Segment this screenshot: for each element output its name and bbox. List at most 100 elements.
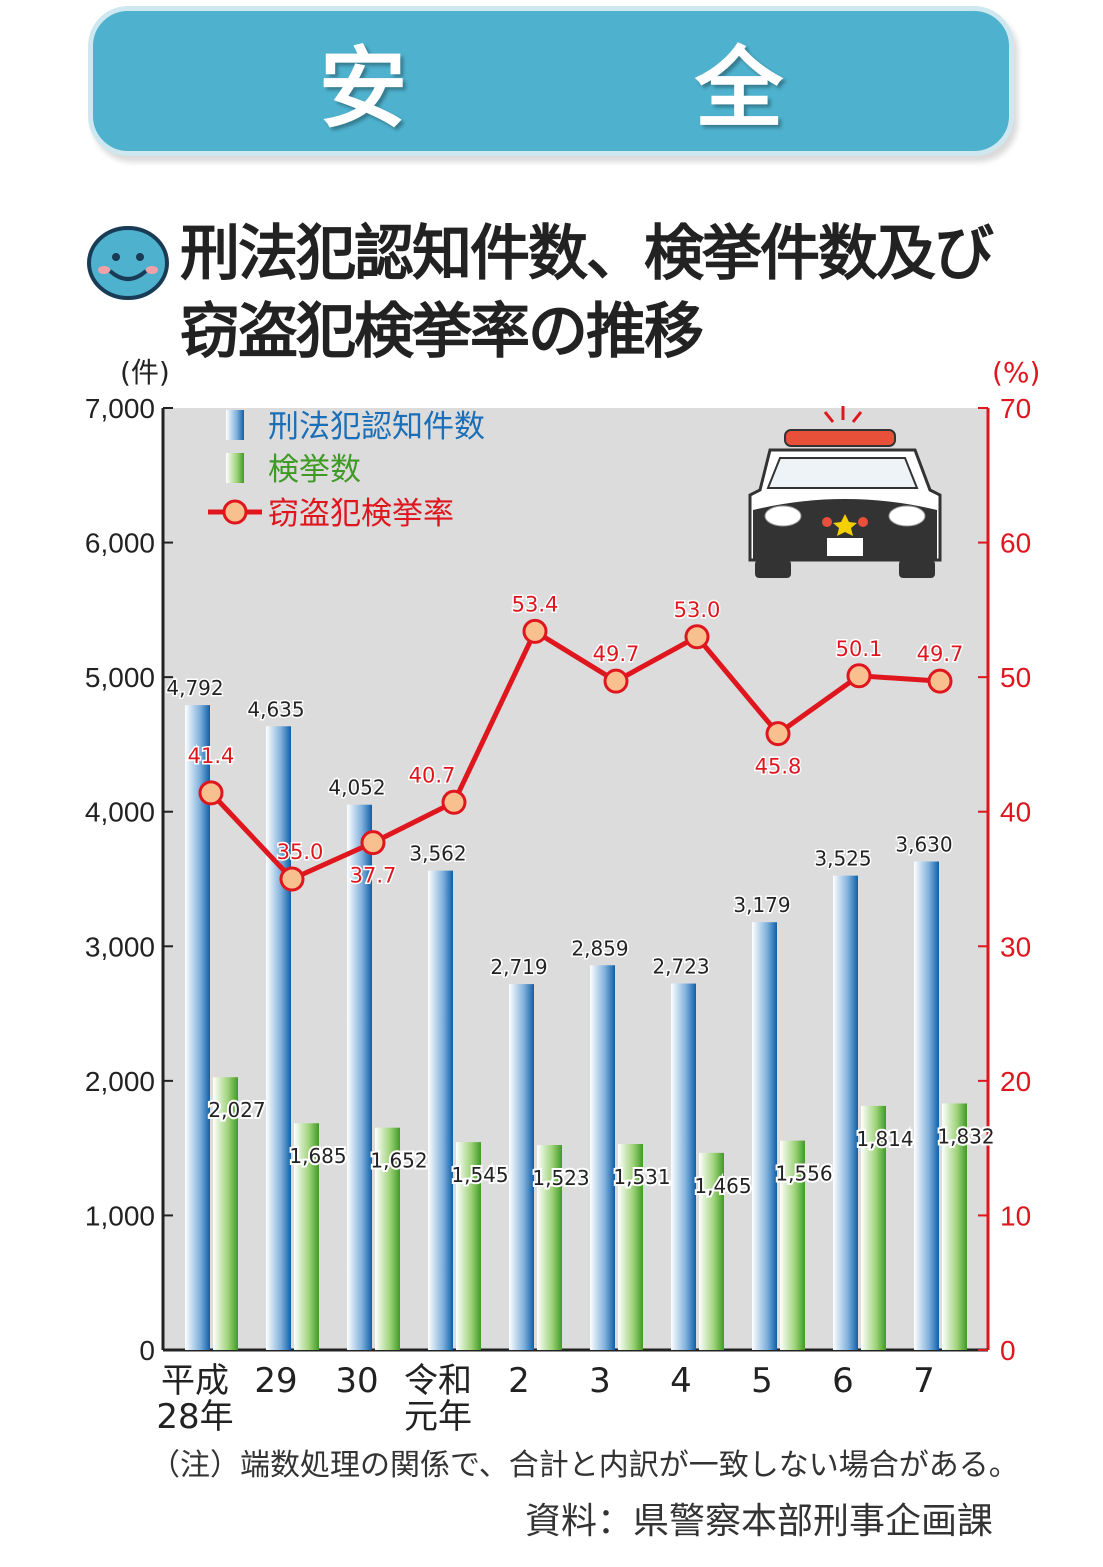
bar-cleared xyxy=(213,1077,238,1350)
right-tick-label: 70 xyxy=(1000,393,1031,424)
bar-label-recognized: 4,792 xyxy=(166,676,223,700)
bar-recognized xyxy=(185,705,210,1350)
bar-label-cleared: 1,465 xyxy=(694,1174,751,1198)
right-tick-label: 60 xyxy=(1000,528,1031,559)
bar-label-cleared: 1,652 xyxy=(370,1149,427,1173)
bar-cleared xyxy=(294,1123,319,1350)
line-label: 41.4 xyxy=(188,744,235,768)
bar-label-cleared: 2,027 xyxy=(208,1098,265,1122)
bar-label-recognized: 3,630 xyxy=(895,833,952,857)
chart-title: 刑法犯認知件数、検挙件数及び窃盗犯検挙率の推移 xyxy=(180,219,994,367)
left-axis-unit: (件) xyxy=(120,356,170,389)
line-point xyxy=(441,789,467,815)
bar-label-cleared: 1,814 xyxy=(856,1127,913,1151)
line-label: 49.7 xyxy=(593,642,640,666)
police-car-illustration xyxy=(748,406,942,578)
bar-label-recognized: 2,719 xyxy=(490,955,547,979)
line-point xyxy=(927,668,953,694)
bar-label-recognized: 3,525 xyxy=(814,847,871,871)
legend-label-cleared: 検挙数 xyxy=(268,452,361,488)
bar-recognized xyxy=(671,983,696,1350)
bar-cleared xyxy=(537,1145,562,1350)
bar-cleared xyxy=(456,1142,481,1350)
line-point xyxy=(522,618,548,644)
right-tick-label: 50 xyxy=(1000,662,1031,693)
left-tick-label: 3,000 xyxy=(85,931,155,962)
right-axis-unit: (%) xyxy=(992,356,1040,389)
legend-swatch-cleared xyxy=(226,453,244,483)
right-tick-label: 40 xyxy=(1000,797,1031,828)
x-tick-label: 令和 xyxy=(404,1361,472,1401)
left-tick-label: 4,000 xyxy=(85,797,155,828)
section-title: 安 全 xyxy=(318,36,883,140)
source-note: 資料：県警察本部刑事企画課 xyxy=(525,1501,994,1542)
bar-recognized xyxy=(752,922,777,1350)
section-banner: 安 全 xyxy=(88,6,1014,156)
x-tick-label: 4 xyxy=(670,1361,692,1401)
footnote: （注）端数処理の関係で、合計と内訳が一致しない場合がある。 xyxy=(150,1448,1019,1483)
bar-label-cleared: 1,523 xyxy=(532,1166,589,1190)
left-tick-label: 2,000 xyxy=(85,1066,155,1097)
legend-swatch-recognized xyxy=(226,410,244,440)
legend-marker-theft-rate xyxy=(222,499,248,525)
bar-label-recognized: 4,635 xyxy=(247,697,304,721)
smiley-icon xyxy=(87,226,169,300)
bar-label-cleared: 1,685 xyxy=(289,1144,346,1168)
line-label: 50.1 xyxy=(836,637,883,661)
line-point xyxy=(846,663,872,689)
bar-label-cleared: 1,531 xyxy=(613,1165,670,1189)
right-tick-label: 20 xyxy=(1000,1066,1031,1097)
bar-label-recognized: 2,723 xyxy=(652,955,709,979)
bar-label-recognized: 4,052 xyxy=(328,776,385,800)
bar-cleared xyxy=(942,1103,967,1350)
line-point xyxy=(684,624,710,650)
left-tick-label: 6,000 xyxy=(85,528,155,559)
line-point xyxy=(360,830,386,856)
right-tick-label: 10 xyxy=(1000,1200,1031,1231)
bar-cleared xyxy=(861,1105,886,1350)
x-tick-label: 平成 xyxy=(161,1361,229,1401)
bar-label-recognized: 3,562 xyxy=(409,842,466,866)
x-tick-label: 2 xyxy=(508,1361,530,1401)
bar-recognized xyxy=(428,870,453,1350)
left-tick-label: 0 xyxy=(139,1335,155,1366)
line-label: 35.0 xyxy=(277,840,324,864)
bar-recognized xyxy=(914,861,939,1350)
bar-recognized xyxy=(509,984,534,1350)
bar-recognized xyxy=(833,875,858,1350)
right-tick-label: 0 xyxy=(1000,1335,1016,1366)
bar-cleared xyxy=(699,1152,724,1350)
bar-label-recognized: 3,179 xyxy=(733,893,790,917)
line-point xyxy=(603,668,629,694)
bar-recognized xyxy=(266,726,291,1350)
left-tick-label: 7,000 xyxy=(85,393,155,424)
legend-label-recognized: 刑法犯認知件数 xyxy=(268,409,485,445)
line-point xyxy=(765,721,791,747)
x-tick-label: 3 xyxy=(589,1361,611,1401)
bar-label-recognized: 2,859 xyxy=(571,936,628,960)
bar-label-cleared: 1,832 xyxy=(937,1124,994,1148)
line-label: 40.7 xyxy=(409,763,456,787)
x-tick-label: 28年 xyxy=(156,1397,233,1437)
x-tick-label: 元年 xyxy=(404,1397,472,1437)
bar-cleared xyxy=(780,1140,805,1350)
line-point xyxy=(279,866,305,892)
x-tick-label: 6 xyxy=(832,1361,854,1401)
line-label: 53.4 xyxy=(512,592,559,616)
bar-cleared xyxy=(618,1143,643,1350)
bar-label-cleared: 1,556 xyxy=(775,1162,832,1186)
right-tick-label: 30 xyxy=(1000,931,1031,962)
bar-label-cleared: 1,545 xyxy=(451,1163,508,1187)
bar-recognized xyxy=(347,804,372,1350)
line-label: 49.7 xyxy=(917,642,964,666)
left-tick-label: 5,000 xyxy=(85,662,155,693)
bar-cleared xyxy=(375,1127,400,1350)
legend-label-theft-rate: 窃盗犯検挙率 xyxy=(268,496,454,532)
x-tick-label: 7 xyxy=(913,1361,935,1401)
line-label: 45.8 xyxy=(755,755,802,779)
x-tick-label: 5 xyxy=(751,1361,773,1401)
line-label: 53.0 xyxy=(674,598,721,622)
bar-recognized xyxy=(590,965,615,1350)
